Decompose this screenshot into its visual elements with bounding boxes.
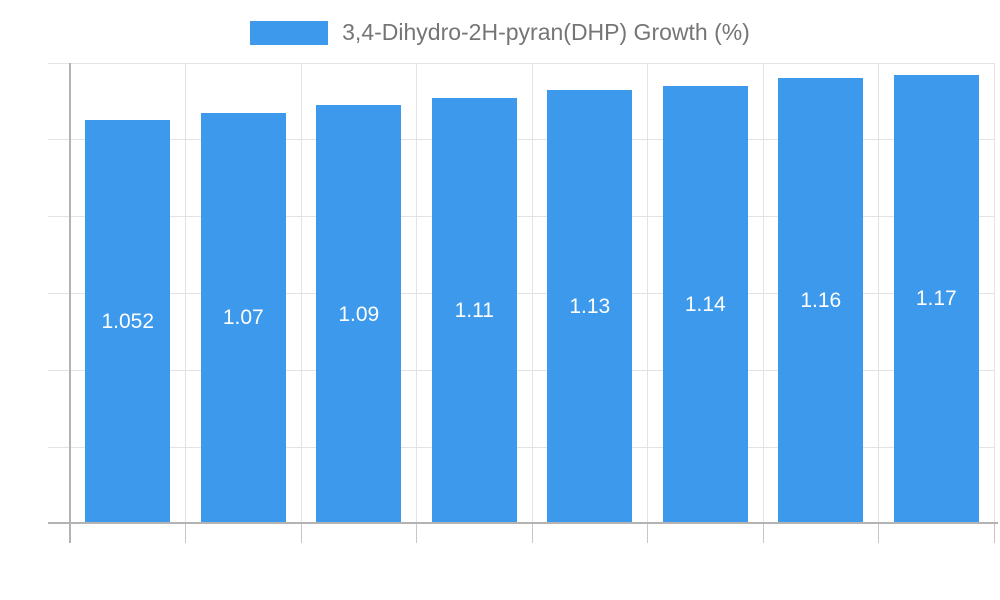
bar[interactable]: 1.14 <box>662 86 748 524</box>
gridline-vertical <box>531 63 533 524</box>
bar-value-label: 1.052 <box>101 309 155 333</box>
gridline-horizontal <box>48 62 994 64</box>
gridline-vertical <box>993 63 995 524</box>
bar[interactable]: 1.17 <box>893 74 979 524</box>
x-axis-tick <box>762 524 764 543</box>
x-axis-tick <box>185 524 186 543</box>
gridline-horizontal <box>48 293 994 294</box>
x-axis-tick <box>878 524 879 543</box>
gridline-horizontal <box>48 216 994 218</box>
legend-label: 3,4-Dihydro-2H-pyran(DHP) Growth (%) <box>342 19 750 45</box>
gridline-vertical <box>762 63 764 524</box>
x-axis-tick <box>993 524 995 543</box>
gridline-vertical <box>185 63 186 524</box>
bar[interactable]: 1.09 <box>316 105 402 524</box>
gridline-vertical <box>647 63 648 524</box>
bar[interactable]: 1.16 <box>778 78 864 524</box>
bar-value-label: 1.13 <box>569 294 611 318</box>
y-axis-line <box>69 63 71 543</box>
gridline-vertical <box>416 63 417 524</box>
gridline-horizontal <box>48 369 994 371</box>
bar-value-label: 1.07 <box>222 306 264 330</box>
x-axis-tick <box>647 524 648 543</box>
x-axis-tick <box>300 524 302 543</box>
legend-swatch-icon <box>250 20 329 45</box>
x-axis-line <box>48 522 998 524</box>
gridline-vertical <box>878 63 879 524</box>
x-axis-tick <box>416 524 417 543</box>
gridline-horizontal <box>48 446 994 448</box>
bar-value-label: 1.11 <box>454 298 494 322</box>
gridline-vertical <box>300 63 302 524</box>
bar-value-label: 1.16 <box>800 289 842 313</box>
bar-value-label: 1.14 <box>684 293 726 317</box>
bar-value-label: 1.09 <box>338 302 380 326</box>
bar-value-label: 1.17 <box>915 287 957 311</box>
bar[interactable]: 1.11 <box>431 97 517 524</box>
legend-item[interactable]: 3,4-Dihydro-2H-pyran(DHP) Growth (%) <box>250 19 750 46</box>
bar[interactable]: 1.07 <box>200 112 286 524</box>
legend-container: 3,4-Dihydro-2H-pyran(DHP) Growth (%) <box>0 0 1000 46</box>
bar[interactable]: 1.052 <box>85 119 171 524</box>
gridline-horizontal <box>48 139 994 141</box>
x-axis-tick <box>531 524 533 543</box>
bar[interactable]: 1.13 <box>547 89 633 524</box>
